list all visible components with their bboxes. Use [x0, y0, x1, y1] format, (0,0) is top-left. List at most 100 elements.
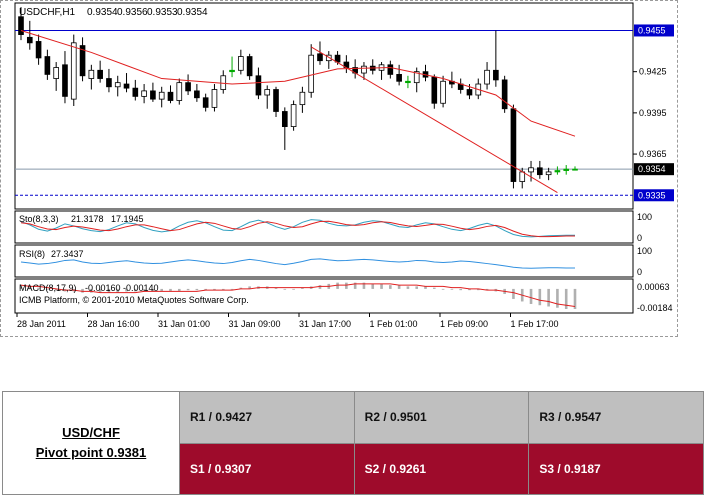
macd-histogram-bar: [441, 288, 445, 290]
candle-body: [528, 167, 534, 173]
macd-histogram-bar: [547, 288, 550, 307]
macd-histogram-bar: [485, 288, 489, 291]
macd-histogram-bar: [353, 282, 357, 289]
candle-body: [220, 75, 227, 90]
support-2: S2 / 0.9261: [353, 442, 530, 495]
macd-tick-top: 0.00063: [637, 282, 670, 292]
macd-histogram-bar: [406, 286, 410, 289]
macd-histogram-bar: [274, 287, 278, 289]
macd-histogram-bar: [160, 288, 163, 292]
candle-body: [167, 91, 174, 101]
candle-body: [123, 83, 130, 89]
macd-value-signal: -0.00140: [123, 283, 159, 293]
price-chart: 0.9455 0.9354 0.9335 USDCHF,H1 0.9354 0.93…: [14, 2, 674, 329]
macd-histogram-bar: [556, 288, 559, 308]
support-1: S1 / 0.9307: [179, 442, 355, 495]
candle-body: [361, 65, 367, 74]
chart-title: USDCHF,H1: [19, 7, 76, 18]
macd-histogram-bar: [424, 286, 427, 289]
x-tick-label: 1 Feb 09:00: [440, 319, 488, 329]
candle-body: [79, 45, 86, 77]
x-tick-label: 1 Feb 01:00: [370, 319, 418, 329]
candle-body: [18, 16, 24, 35]
level-price-label: 0.9455: [638, 25, 666, 35]
stoch-tick-100: 100: [637, 212, 652, 222]
candle-body: [299, 91, 306, 106]
candle-body: [132, 87, 139, 97]
macd-histogram-bar: [116, 288, 120, 293]
candle-body: [554, 170, 561, 173]
macd-histogram-bar: [459, 288, 462, 291]
pivot-point: Pivot point 0.9381: [35, 445, 147, 460]
candle-body: [563, 168, 570, 171]
macd-histogram-bar: [450, 288, 454, 290]
candle-body: [537, 167, 543, 176]
macd-histogram-bar: [221, 288, 225, 291]
macd-histogram-bar: [125, 288, 128, 292]
macd-histogram-bar: [230, 288, 234, 290]
macd-histogram-bar: [186, 288, 190, 291]
candle-body: [519, 171, 526, 182]
candle-body: [70, 42, 77, 100]
ohlc-high: 0.9356: [117, 7, 148, 18]
level-price-box: [634, 189, 674, 202]
macd-histogram-bar: [90, 288, 93, 293]
macd-histogram-bar: [573, 288, 577, 309]
level-price-box: [634, 24, 674, 37]
level-price-label: 0.9354: [638, 164, 666, 174]
support-3: S3 / 0.9187: [528, 442, 704, 495]
macd-histogram-bar: [415, 286, 419, 289]
x-tick-label: 31 Jan 17:00: [299, 319, 351, 329]
candle-body: [510, 108, 517, 182]
candle-body: [466, 89, 473, 96]
macd-histogram-bar: [389, 285, 392, 289]
pair-name: USD/CHF: [62, 425, 120, 440]
pivot-table: USD/CHF Pivot point 0.9381 R1 / 0.9427 R…: [2, 391, 704, 495]
candle-body: [88, 69, 95, 79]
macd-histogram-bar: [512, 288, 515, 299]
moving-average-line: [20, 29, 576, 137]
macd-histogram-bar: [362, 282, 366, 289]
candle-body: [493, 69, 499, 81]
candle-body: [572, 168, 578, 171]
ohlc-open: 0.9354: [87, 7, 118, 18]
macd-histogram-bar: [98, 288, 102, 293]
macd-histogram-bar: [239, 287, 243, 289]
macd-tick-bottom: -0.00184: [637, 303, 673, 313]
candle-body: [281, 111, 288, 127]
macd-histogram-bar: [134, 288, 137, 292]
candle-body: [413, 71, 420, 84]
macd-histogram-bar: [81, 288, 84, 293]
stoch-label: Sto(8,3,3): [19, 214, 59, 224]
candle-body: [405, 80, 411, 84]
macd-value-main: -0.00160: [85, 283, 121, 293]
resistance-1: R1 / 0.9427: [179, 391, 355, 444]
candle-body: [431, 76, 438, 104]
macd-histogram-bar: [28, 286, 32, 289]
stoch-main-line: [20, 219, 575, 238]
candle-body: [35, 41, 42, 59]
x-tick-label: 28 Jan 2011: [17, 319, 66, 329]
macd-histogram-bar: [142, 288, 146, 292]
pair-cell: USD/CHF Pivot point 0.9381: [2, 391, 180, 495]
macd-histogram-bar: [468, 288, 471, 291]
candle-body: [545, 171, 552, 176]
candle-body: [290, 104, 297, 127]
macd-histogram-bar: [397, 285, 401, 289]
resistance-2: R2 / 0.9501: [353, 391, 530, 444]
candle-body: [396, 74, 402, 82]
candle-body: [264, 89, 271, 96]
x-tick-label: 31 Jan 09:00: [229, 319, 281, 329]
macd-histogram-bar: [433, 287, 436, 289]
macd-histogram-bar: [169, 288, 172, 292]
macd-histogram-bar: [195, 288, 199, 291]
candle-body: [325, 54, 332, 62]
macd-histogram-bar: [336, 282, 339, 289]
candle-body: [484, 69, 490, 85]
candle-body: [176, 82, 183, 101]
macd-histogram-bar: [204, 288, 207, 291]
candle-body: [317, 53, 323, 62]
rsi-tick-100: 100: [637, 246, 652, 256]
ohlc-low: 0.9353: [147, 7, 178, 18]
stoch-tick-0: 0: [637, 233, 642, 243]
